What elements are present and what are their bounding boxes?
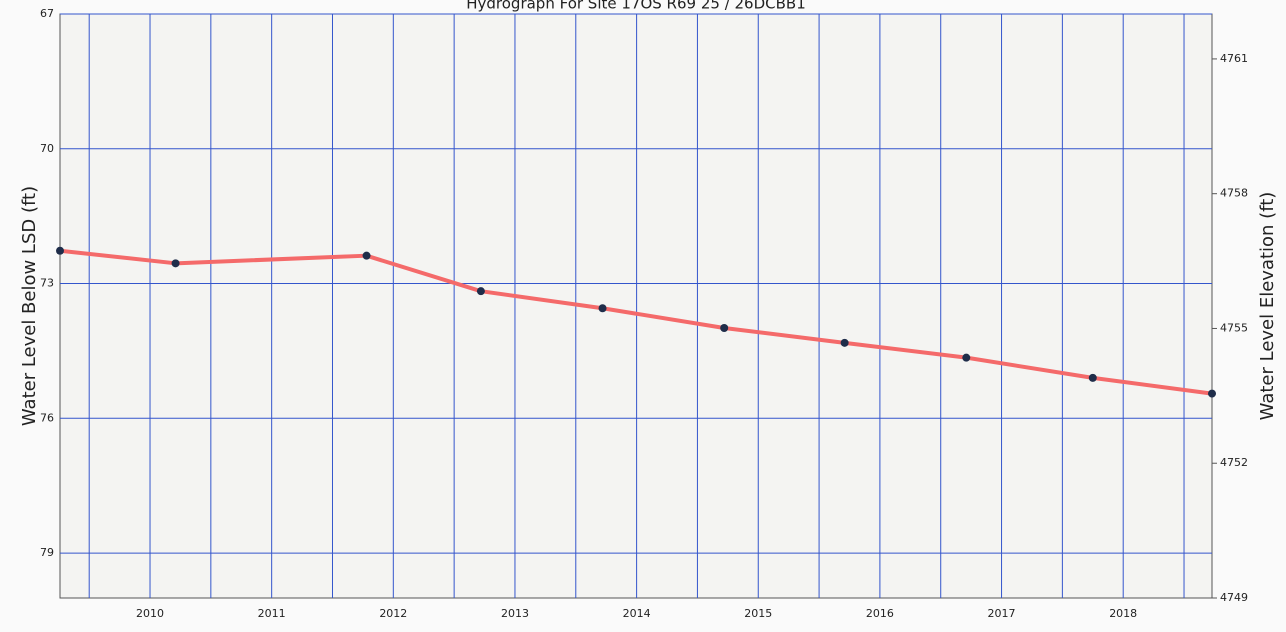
x-tick-label: 2017 xyxy=(988,607,1016,620)
data-point xyxy=(1208,389,1216,398)
data-point xyxy=(1088,373,1097,382)
y2-tick-label: 4755 xyxy=(1220,321,1248,334)
data-point xyxy=(720,324,729,333)
y-tick-label: 73 xyxy=(40,277,54,290)
data-point xyxy=(598,304,607,313)
y-tick-label: 76 xyxy=(40,411,54,424)
x-tick-label: 2012 xyxy=(379,607,407,620)
x-tick-label: 2015 xyxy=(744,607,772,620)
y-axis-label: Water Level Below LSD (ft) xyxy=(19,186,40,426)
data-point xyxy=(476,287,485,296)
data-point xyxy=(362,251,371,260)
data-point xyxy=(962,353,971,362)
x-tick-label: 2010 xyxy=(136,607,164,620)
y-tick-label: 79 xyxy=(40,546,54,559)
x-tick-label: 2014 xyxy=(623,607,651,620)
x-tick-label: 2018 xyxy=(1109,607,1137,620)
series-line xyxy=(59,248,1213,396)
data-point xyxy=(171,259,180,268)
y2-axis-label: Water Level Elevation (ft) xyxy=(1257,192,1278,421)
chart-title: Hydrograph For Site 17OS R69 25 / 26DCBB… xyxy=(466,0,806,13)
y2-tick-label: 4758 xyxy=(1220,187,1248,200)
y2-tick-label: 4761 xyxy=(1220,52,1248,65)
data-point xyxy=(56,246,64,255)
y2-tick-label: 4752 xyxy=(1220,456,1248,469)
x-tick-label: 2011 xyxy=(258,607,286,620)
y-tick-label: 67 xyxy=(40,7,54,20)
y2-tick-label: 4749 xyxy=(1220,591,1248,604)
plot-area xyxy=(59,13,1213,599)
x-tick-label: 2013 xyxy=(501,607,529,620)
y-tick-label: 70 xyxy=(40,142,54,155)
data-point xyxy=(840,338,849,347)
x-tick-label: 2016 xyxy=(866,607,894,620)
